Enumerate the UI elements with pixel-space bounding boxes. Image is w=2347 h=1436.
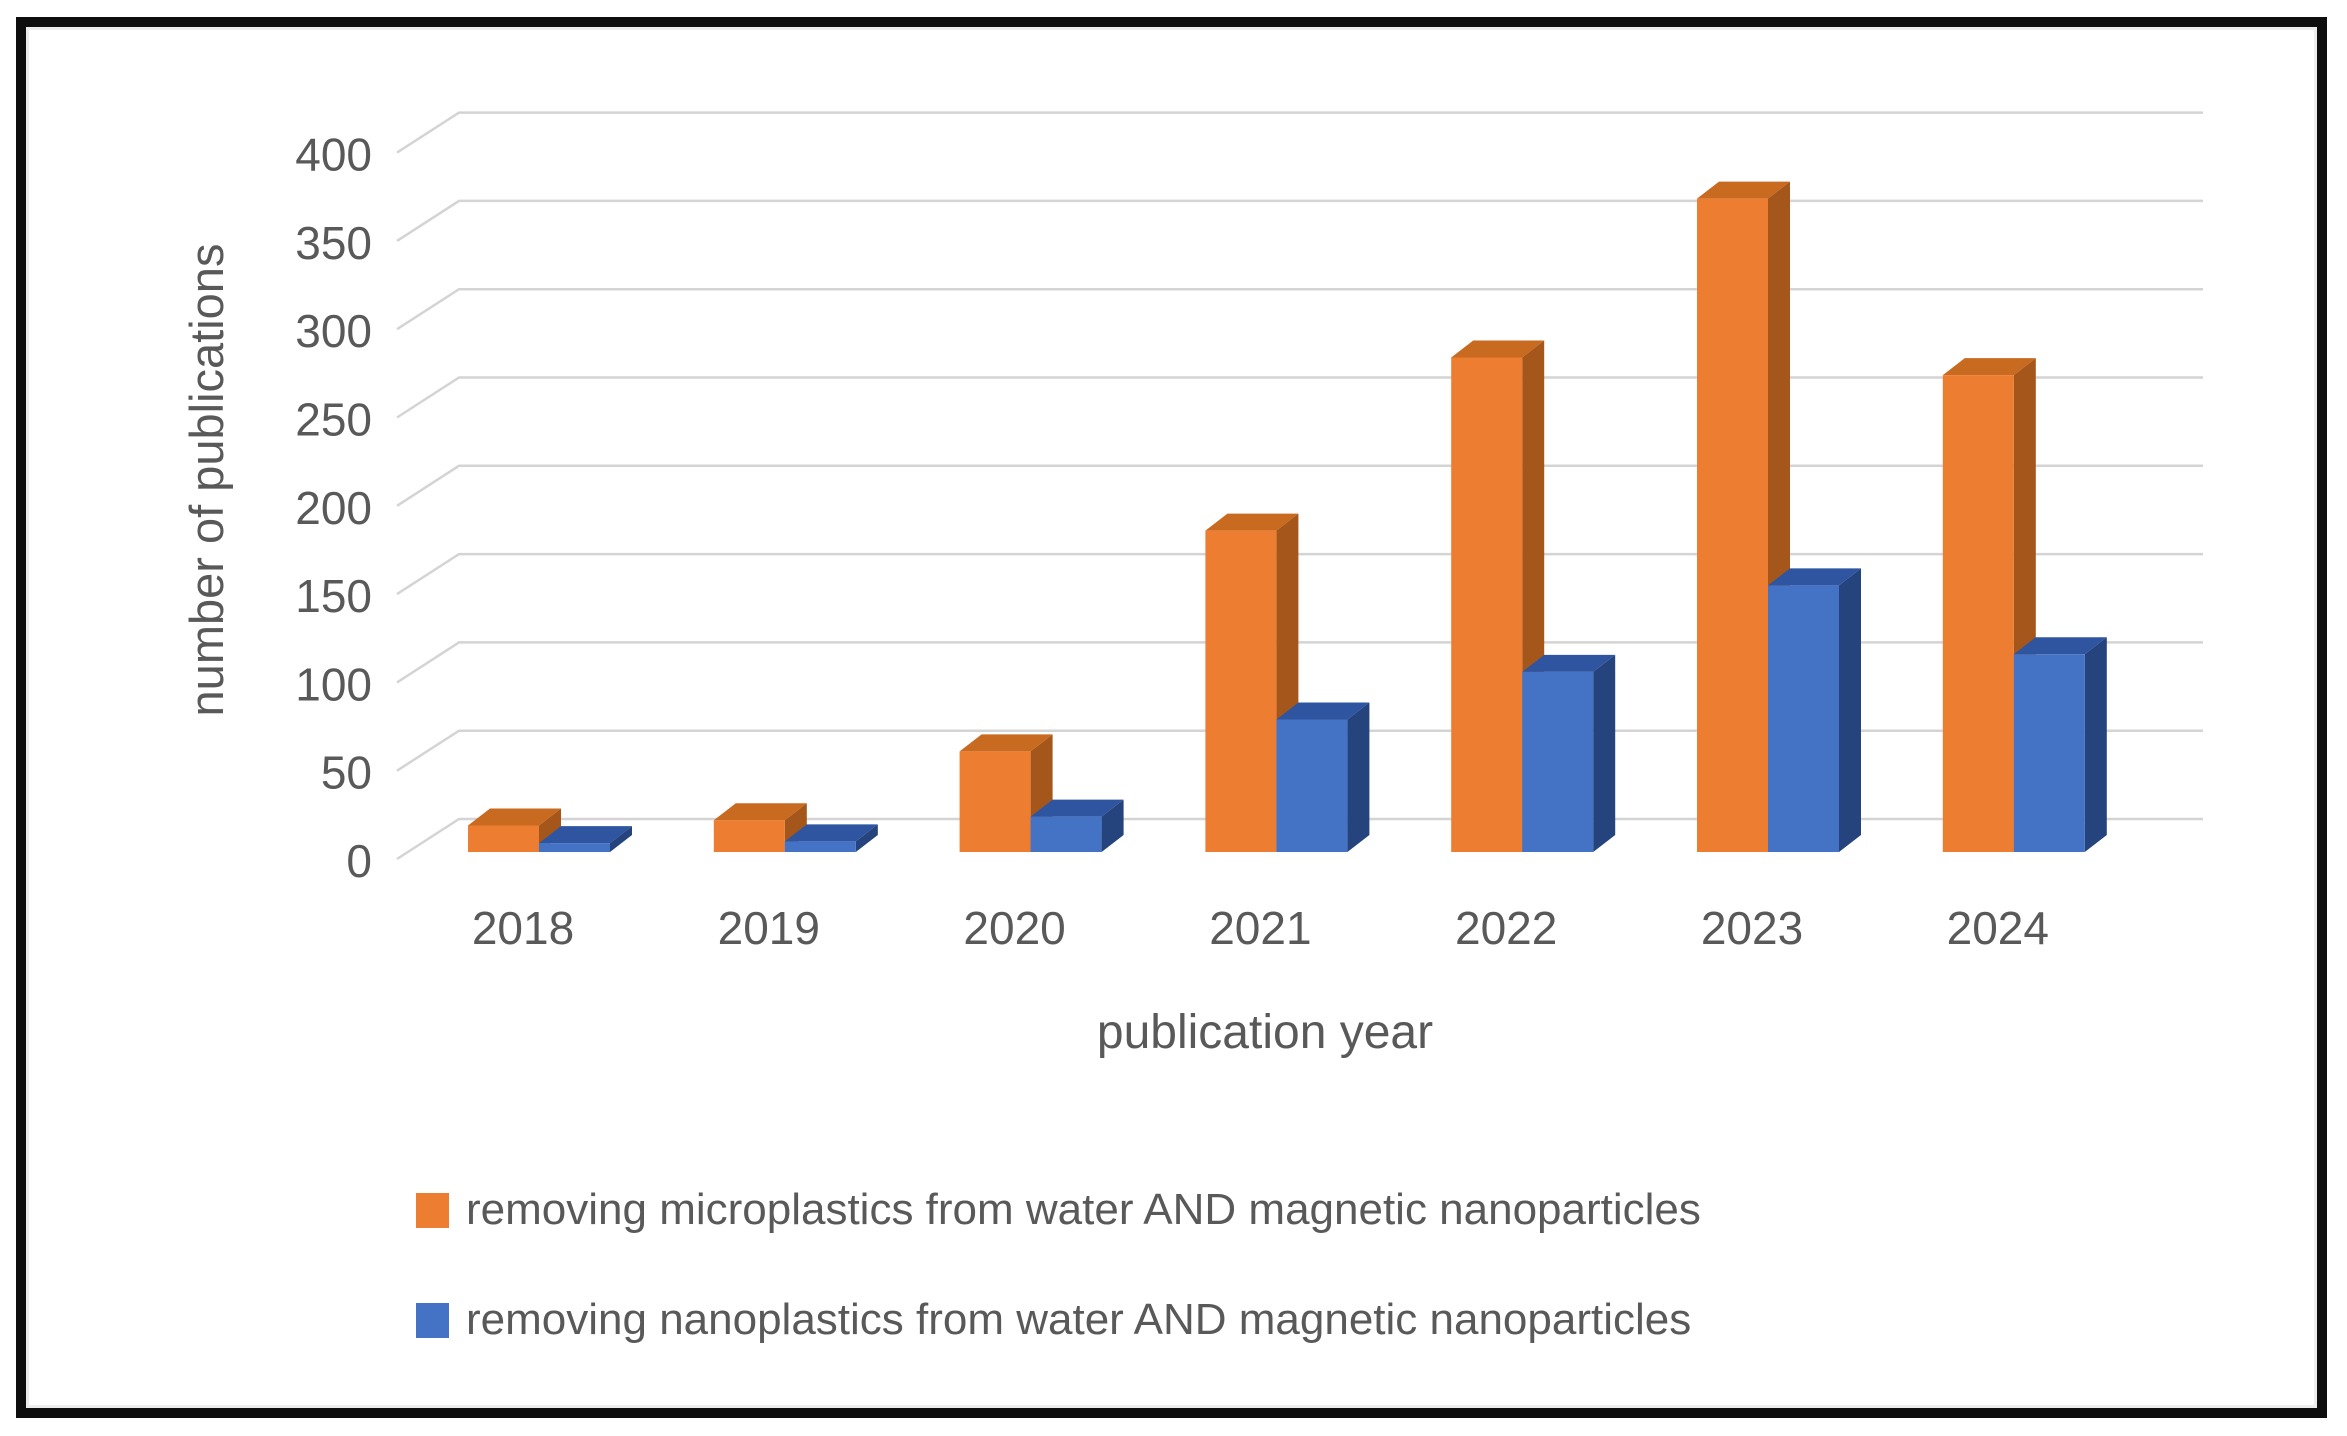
- bar-2021-s0-front: [1205, 530, 1277, 852]
- gridline-400: [396, 111, 2203, 154]
- bar-2019-s1-front: [784, 841, 856, 852]
- legend-label-nanoplastics: removing nanoplastics from water AND mag…: [466, 1295, 1692, 1344]
- xtick-label-2018: 2018: [472, 902, 574, 954]
- xtick-label-2023: 2023: [1701, 902, 1803, 954]
- bar-2020-s0-front: [959, 751, 1031, 852]
- xtick-label-2022: 2022: [1455, 902, 1557, 954]
- ytick-label-350: 350: [295, 217, 372, 269]
- gridline-350: [396, 199, 2203, 242]
- bar-2022-s1-top: [1522, 654, 1616, 672]
- legend-row-microplastics: removing microplastics from water AND ma…: [416, 1185, 1701, 1234]
- x-axis-title: publication year: [1096, 1006, 1434, 1059]
- bar-2019-s1-side: [855, 824, 878, 852]
- bar-2024-s0-front: [1942, 375, 2014, 852]
- bar-2020-s1-front: [1030, 816, 1102, 852]
- ytick-label-50: 50: [321, 747, 372, 799]
- gridline-50: [396, 729, 2203, 772]
- bar-2018-s1-front: [539, 843, 610, 852]
- bar-2024-s1-top: [2013, 637, 2107, 655]
- bar-2022-s0-front: [1451, 357, 1523, 852]
- gridline-200: [396, 464, 2203, 507]
- legend-row-nanoplastics: removing nanoplastics from water AND mag…: [416, 1295, 1701, 1344]
- bar-2024-s0-top: [1942, 358, 2036, 376]
- bar-2023-s1-side: [1839, 568, 1861, 852]
- gridline-0: [396, 817, 2203, 861]
- bar-2023-s1-top: [1768, 568, 1861, 586]
- figure-border-frame: [16, 17, 2327, 1418]
- bar-2020-s1-top: [1030, 799, 1124, 817]
- bar-2021-s0-top: [1205, 513, 1299, 531]
- bar-2018-s1-top: [539, 826, 632, 844]
- xtick-label-2021: 2021: [1209, 902, 1311, 954]
- y-axis-title: number of publications: [180, 243, 233, 717]
- bar-2018-s0-top: [468, 808, 561, 826]
- ytick-label-300: 300: [295, 305, 372, 357]
- gridline-300: [396, 287, 2203, 331]
- bar-2023-s0-top: [1697, 181, 1790, 199]
- xtick-label-2019: 2019: [718, 902, 820, 954]
- ytick-label-100: 100: [295, 658, 372, 710]
- gridline-100: [396, 641, 2203, 684]
- bar-2024-s1-front: [2013, 654, 2085, 852]
- bar-2023-s1-front: [1768, 585, 1839, 852]
- gridline-150: [396, 552, 2203, 596]
- bar-2022-s1-front: [1522, 671, 1594, 852]
- xtick-label-2020: 2020: [963, 902, 1065, 954]
- legend-swatch-microplastics-icon: [416, 1192, 449, 1228]
- bar-2022-s1-side: [1593, 654, 1616, 852]
- ytick-label-0: 0: [346, 835, 372, 887]
- bar-2018-s1-side: [610, 826, 632, 852]
- bar-2020-s0-top: [959, 734, 1053, 752]
- legend: removing microplastics from water AND ma…: [416, 1185, 1701, 1406]
- bar-2021-s1-side: [1347, 702, 1370, 852]
- bar-2022-s0-top: [1451, 340, 1545, 358]
- bar-2019-s1-top: [784, 824, 878, 842]
- bar-2021-s1-front: [1276, 719, 1348, 852]
- bar-2019-s0-top: [713, 803, 807, 821]
- bar-2024-s1-side: [2084, 637, 2107, 852]
- bar-2023-s0-front: [1697, 198, 1768, 852]
- xtick-label-2024: 2024: [1947, 902, 2049, 954]
- bar-2021-s1-top: [1276, 702, 1370, 720]
- ytick-label-400: 400: [295, 129, 372, 181]
- ytick-label-150: 150: [295, 570, 372, 622]
- bar-2019-s0-front: [713, 820, 785, 852]
- ytick-label-200: 200: [295, 482, 372, 534]
- ytick-label-250: 250: [295, 394, 372, 446]
- legend-label-microplastics: removing microplastics from water AND ma…: [466, 1185, 1701, 1234]
- legend-swatch-nanoplastics-icon: [416, 1302, 449, 1338]
- bar-2020-s1-side: [1101, 799, 1124, 852]
- gridline-250: [396, 376, 2203, 419]
- bar-2018-s0-front: [468, 825, 539, 852]
